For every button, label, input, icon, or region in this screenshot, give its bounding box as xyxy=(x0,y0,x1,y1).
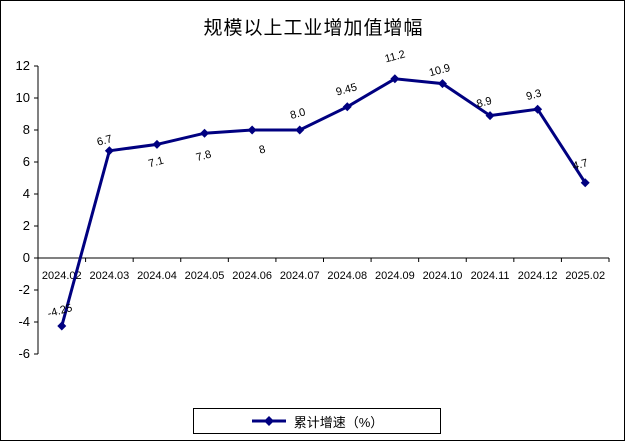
y-axis-tick-label: 0 xyxy=(23,250,30,265)
data-point-label: 7.8 xyxy=(195,149,213,165)
data-point-marker xyxy=(533,104,543,114)
data-point-marker xyxy=(580,178,590,188)
chart-title: 规模以上工业增加值增幅 xyxy=(203,18,424,39)
x-axis-tick-label: 2025.02 xyxy=(565,270,605,282)
x-axis-tick-label: 2024.08 xyxy=(327,270,367,282)
data-point-label: 6.7 xyxy=(96,133,114,149)
x-axis-tick-label: 2024.07 xyxy=(280,270,320,282)
data-point-label: 9.45 xyxy=(335,81,359,98)
data-point-label: 7.1 xyxy=(147,155,165,171)
data-point-label: 9.3 xyxy=(525,88,543,104)
y-axis-tick-label: 2 xyxy=(23,218,30,233)
x-axis-tick-label: 2024.12 xyxy=(518,270,558,282)
data-point-marker xyxy=(485,111,495,121)
data-point-marker xyxy=(437,79,447,89)
data-point-label: 10.9 xyxy=(428,62,452,79)
y-axis-tick-label: 4 xyxy=(23,186,30,201)
y-axis-tick-label: 6 xyxy=(23,154,30,169)
x-axis-tick-label: 2024.04 xyxy=(137,270,177,282)
data-point-marker xyxy=(152,139,162,149)
x-axis-tick-label: 2024.09 xyxy=(375,270,415,282)
y-axis-tick-label: 8 xyxy=(23,122,30,137)
data-point-label: -4.25 xyxy=(46,302,73,320)
x-axis-tick-label: 2024.11 xyxy=(471,270,510,282)
y-axis-tick-label: -2 xyxy=(18,282,30,297)
data-point-marker xyxy=(247,125,257,135)
x-axis-tick-label: 2024.03 xyxy=(89,270,129,282)
data-point-marker xyxy=(104,146,114,156)
x-axis-tick-label: 2024.06 xyxy=(232,270,272,282)
legend-label: 累计增速（%） xyxy=(293,414,384,430)
series-line xyxy=(60,77,587,327)
data-point-label: 8.9 xyxy=(475,95,493,111)
legend: 累计增速（%） xyxy=(193,408,441,434)
data-point-label: 8 xyxy=(258,144,267,157)
x-axis-tick-label: 2024.02 xyxy=(42,270,82,282)
data-point-label: 11.2 xyxy=(384,48,407,65)
legend-line-marker-icon xyxy=(251,416,286,426)
data-point-marker xyxy=(390,74,400,84)
y-axis-tick-label: -4 xyxy=(18,314,30,329)
data-point-marker xyxy=(295,125,305,135)
y-axis-tick-label: 12 xyxy=(16,58,30,73)
data-point-marker xyxy=(342,102,352,112)
y-axis-tick-label: 10 xyxy=(16,90,30,105)
data-point-label: 8.0 xyxy=(289,106,307,122)
data-point-marker xyxy=(200,128,210,138)
data-point-marker xyxy=(57,321,67,331)
x-axis-tick-label: 2024.10 xyxy=(423,270,463,282)
y-axis-tick-label: -6 xyxy=(18,346,30,361)
data-point-label: 4.7 xyxy=(571,157,589,173)
x-axis-tick-label: 2024.05 xyxy=(185,270,225,282)
